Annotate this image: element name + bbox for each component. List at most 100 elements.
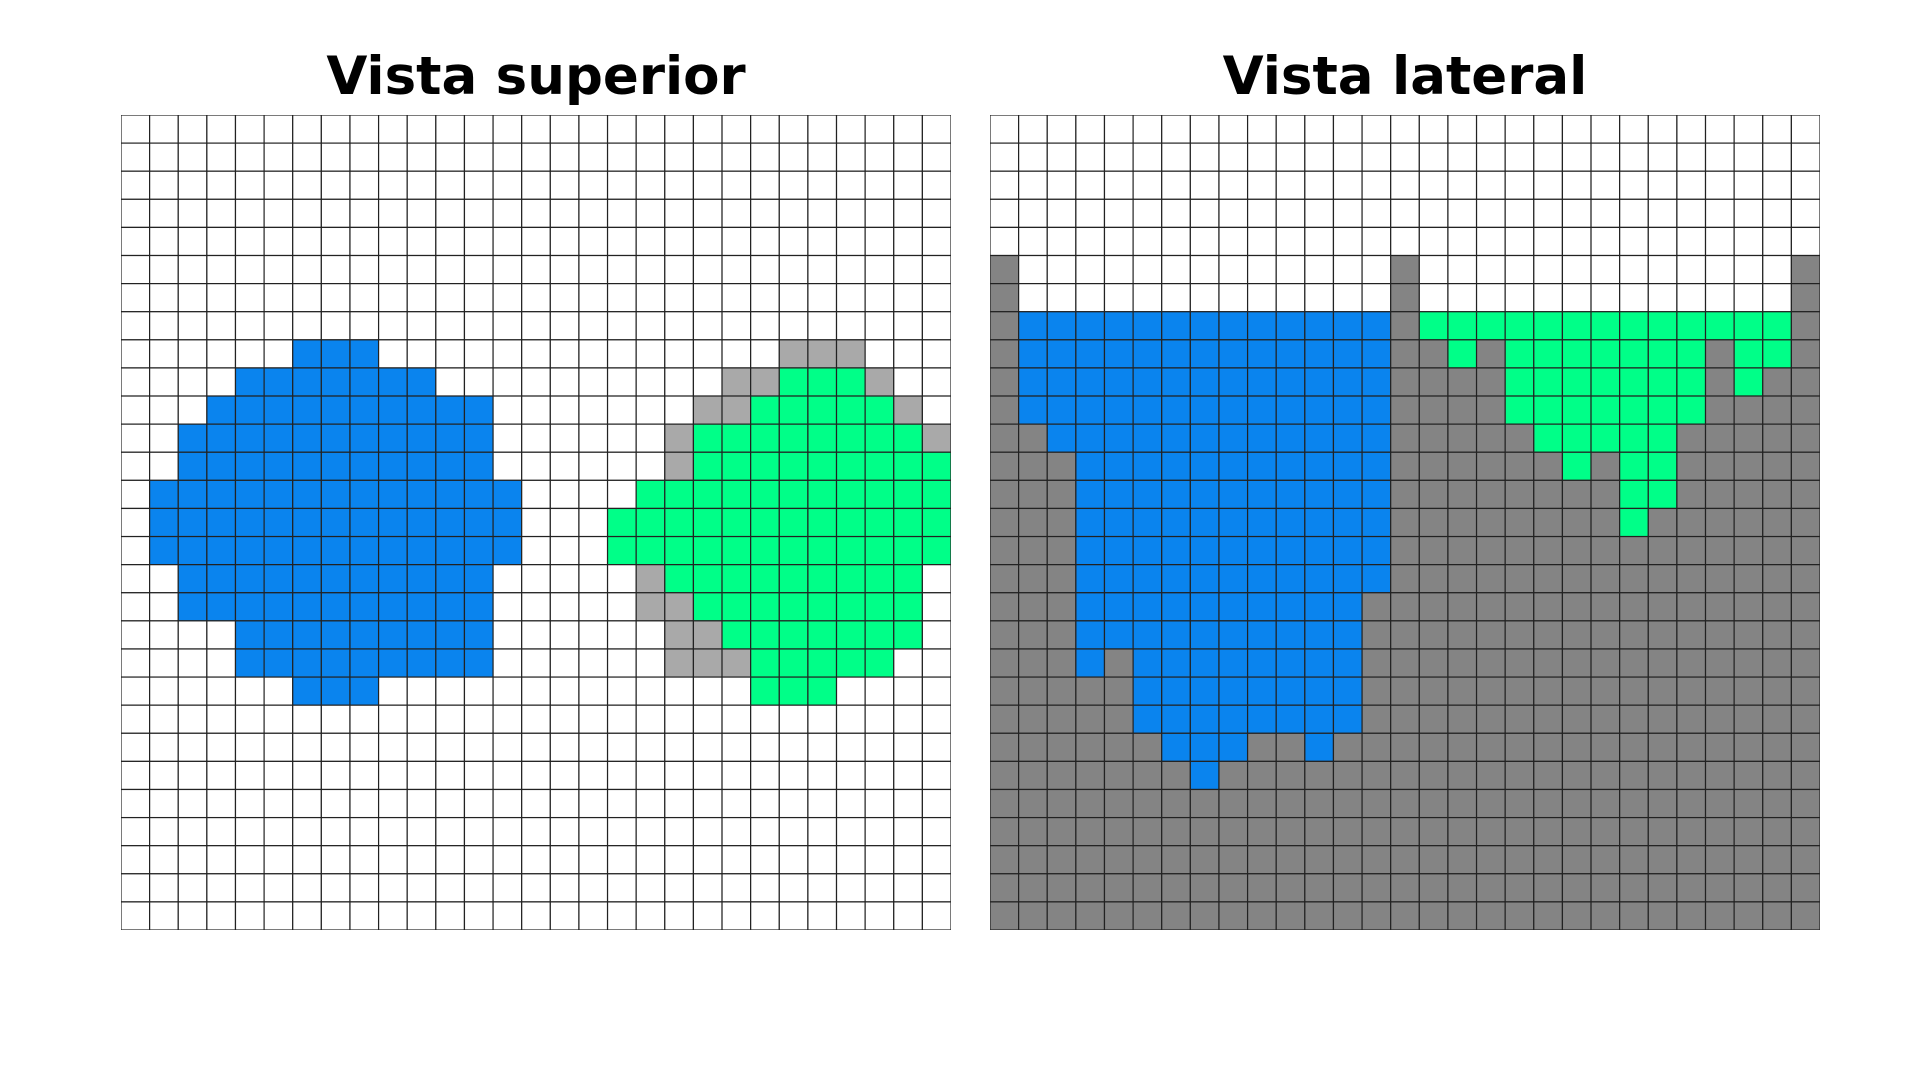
grid-cell-empty [435, 873, 466, 903]
grid-cell-empty [1733, 226, 1764, 257]
grid-cell-dark-gray [1790, 311, 1820, 341]
grid-cell-dark-gray [1018, 760, 1048, 791]
grid-cell-empty [263, 816, 294, 847]
grid-cell-dark-gray [1561, 816, 1592, 847]
grid-cell-empty [864, 226, 895, 257]
grid-cell-empty [578, 901, 609, 930]
grid-cell-dark-gray [1304, 901, 1335, 930]
grid-cell-empty [750, 283, 780, 313]
grid-cell-dark-gray [1561, 845, 1592, 875]
grid-cell-empty [1103, 254, 1134, 285]
grid-cell-blue [1275, 451, 1306, 481]
grid-cell-empty [521, 564, 551, 594]
grid-cell-green [692, 479, 723, 510]
grid-cell-empty [1218, 170, 1249, 200]
grid-cell-empty [292, 901, 322, 930]
grid-cell-empty [990, 115, 1020, 144]
grid-cell-empty [435, 170, 466, 200]
grid-cell-empty [921, 676, 951, 706]
grid-cell-empty [1475, 226, 1506, 257]
top-view-grid [121, 115, 951, 930]
grid-cell-dark-gray [1018, 816, 1048, 847]
grid-cell-dark-gray [1475, 367, 1506, 397]
grid-cell-dark-gray [1762, 901, 1792, 930]
grid-cell-dark-gray [1590, 788, 1621, 819]
grid-cell-empty [121, 592, 151, 622]
grid-cell-dark-gray [1561, 535, 1592, 566]
grid-cell-dark-gray [1704, 676, 1735, 706]
grid-cell-empty [1275, 115, 1306, 144]
grid-cell-blue [1275, 311, 1306, 341]
grid-cell-empty [177, 395, 208, 425]
grid-cell-empty [549, 620, 580, 650]
grid-cell-empty [721, 283, 752, 313]
grid-cell-dark-gray [1533, 788, 1564, 819]
grid-cell-dark-gray [1447, 451, 1478, 481]
grid-cell-empty [893, 676, 923, 706]
grid-cell-dark-gray [1504, 535, 1535, 566]
grid-cell-empty [578, 648, 609, 678]
grid-cell-empty [1619, 115, 1649, 144]
grid-cell-empty [778, 283, 809, 313]
grid-cell-green [606, 535, 637, 566]
grid-cell-empty [578, 816, 609, 847]
grid-cell-empty [177, 115, 208, 144]
grid-cell-dark-gray [1447, 535, 1478, 566]
grid-cell-dark-gray [1790, 254, 1820, 285]
grid-cell-dark-gray [1762, 845, 1792, 875]
grid-cell-blue [206, 451, 237, 481]
grid-cell-dark-gray [1790, 732, 1820, 762]
grid-cell-dark-gray [1647, 535, 1678, 566]
grid-cell-empty [121, 283, 151, 313]
grid-cell-empty [835, 226, 866, 257]
grid-cell-empty [721, 339, 752, 369]
grid-cell-empty [177, 732, 208, 762]
grid-cell-dark-gray [1504, 676, 1535, 706]
grid-cell-dark-gray [1390, 901, 1420, 930]
grid-cell-empty [406, 732, 437, 762]
grid-cell-green [1647, 339, 1678, 369]
grid-cell-dark-gray [1590, 507, 1621, 538]
grid-cell-dark-gray [1590, 873, 1621, 903]
grid-cell-dark-gray [1046, 451, 1077, 481]
grid-cell-empty [521, 115, 551, 144]
grid-cell-dark-gray [1790, 704, 1820, 734]
grid-cell-dark-gray [1275, 760, 1306, 791]
grid-cell-dark-gray [1361, 732, 1392, 762]
grid-cell-empty [549, 845, 580, 875]
grid-cell-empty [1218, 283, 1249, 313]
grid-cell-empty [1733, 254, 1764, 285]
grid-cell-empty [177, 788, 208, 819]
grid-cell-empty [990, 142, 1020, 172]
grid-cell-green [835, 648, 866, 678]
grid-cell-empty [893, 704, 923, 734]
grid-cell-dark-gray [1619, 704, 1649, 734]
grid-cell-blue [292, 479, 322, 510]
grid-cell-blue [349, 564, 380, 594]
grid-cell-empty [692, 760, 723, 791]
grid-cell-empty [1733, 115, 1764, 144]
grid-cell-empty [578, 283, 609, 313]
grid-cell-empty [864, 704, 895, 734]
grid-cell-empty [349, 788, 380, 819]
grid-cell-blue [1246, 507, 1277, 538]
grid-cell-dark-gray [1676, 564, 1707, 594]
grid-cell-dark-gray [1762, 760, 1792, 791]
grid-cell-empty [1103, 142, 1134, 172]
grid-cell-empty [1332, 254, 1363, 285]
grid-cell-blue [1161, 704, 1191, 734]
grid-cell-empty [320, 311, 351, 341]
grid-cell-green [1561, 367, 1592, 397]
grid-cell-green [750, 507, 780, 538]
grid-cell-empty [463, 732, 494, 762]
grid-cell-dark-gray [1762, 873, 1792, 903]
grid-cell-empty [463, 198, 494, 229]
grid-cell-empty [463, 226, 494, 257]
grid-cell-empty [320, 254, 351, 285]
grid-cell-blue [1161, 479, 1191, 510]
grid-cell-blue [1275, 423, 1306, 453]
grid-cell-empty [149, 676, 179, 706]
grid-cell-blue [177, 535, 208, 566]
grid-cell-empty [435, 226, 466, 257]
grid-cell-empty [893, 254, 923, 285]
